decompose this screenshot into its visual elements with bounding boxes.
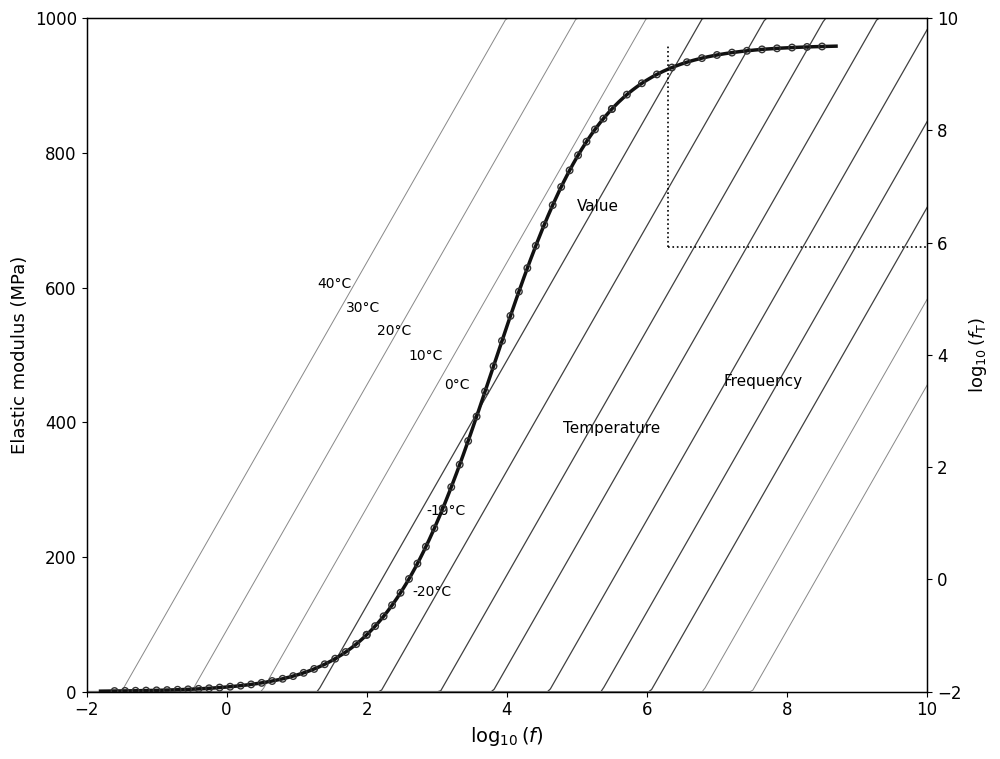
Point xyxy=(604,103,620,115)
Point xyxy=(435,502,451,515)
Point xyxy=(619,89,635,101)
Point xyxy=(570,150,586,162)
Point xyxy=(754,43,770,55)
Point xyxy=(159,684,175,696)
Point xyxy=(739,45,755,57)
Point xyxy=(359,628,375,641)
Point xyxy=(233,679,249,691)
Point xyxy=(452,458,468,471)
Point xyxy=(348,638,364,650)
Point xyxy=(664,61,680,74)
Point xyxy=(709,49,725,61)
Point xyxy=(254,677,270,689)
Point xyxy=(107,685,123,697)
Point xyxy=(460,435,476,447)
Point xyxy=(338,646,354,658)
Point xyxy=(317,658,333,670)
Text: 10°C: 10°C xyxy=(409,349,443,364)
Point xyxy=(384,599,400,611)
Text: 0°C: 0°C xyxy=(444,378,469,392)
Point xyxy=(545,199,561,211)
Point xyxy=(799,41,815,53)
Point xyxy=(649,68,665,80)
Text: 40°C: 40°C xyxy=(318,277,352,291)
Point xyxy=(528,240,544,252)
Point xyxy=(562,164,578,176)
Point xyxy=(536,219,552,231)
Point xyxy=(769,43,785,55)
Point xyxy=(519,262,535,274)
Point xyxy=(814,40,830,52)
Point xyxy=(376,610,392,622)
Y-axis label: Elastic modulus (MPa): Elastic modulus (MPa) xyxy=(11,256,29,454)
Point xyxy=(494,335,510,347)
Point xyxy=(327,653,343,665)
Point xyxy=(784,42,800,54)
Point xyxy=(264,675,280,687)
Point xyxy=(553,181,569,193)
Point xyxy=(694,52,710,65)
Point xyxy=(367,620,383,632)
Point xyxy=(117,685,133,697)
X-axis label: $\log_{10}(f)$: $\log_{10}(f)$ xyxy=(470,725,544,748)
Point xyxy=(296,666,312,679)
Point xyxy=(486,360,502,372)
Point xyxy=(170,684,186,696)
Point xyxy=(243,679,259,691)
Text: Temperature: Temperature xyxy=(563,421,660,436)
Point xyxy=(306,663,322,675)
Text: Frequency: Frequency xyxy=(724,374,803,389)
Point xyxy=(149,685,165,697)
Point xyxy=(443,481,459,493)
Point xyxy=(418,540,434,553)
Point xyxy=(191,683,207,695)
Point xyxy=(679,56,695,68)
Text: 20°C: 20°C xyxy=(377,324,411,339)
Y-axis label: $\log_{10}(f_{\rm T})$: $\log_{10}(f_{\rm T})$ xyxy=(967,317,989,393)
Text: 30°C: 30°C xyxy=(346,301,380,315)
Text: Value: Value xyxy=(577,199,619,214)
Point xyxy=(409,558,425,570)
Point xyxy=(511,285,527,298)
Point xyxy=(502,310,518,322)
Point xyxy=(401,573,417,585)
Point xyxy=(222,681,238,693)
Point xyxy=(285,670,301,682)
Point xyxy=(180,683,196,695)
Point xyxy=(138,685,154,697)
Point xyxy=(579,136,595,148)
Point xyxy=(595,112,611,124)
Point xyxy=(477,386,493,398)
Point xyxy=(359,628,375,641)
Point xyxy=(587,124,603,136)
Point xyxy=(724,46,740,58)
Point xyxy=(128,685,144,697)
Point xyxy=(212,682,228,694)
Point xyxy=(201,682,217,694)
Text: -10°C: -10°C xyxy=(426,504,466,518)
Point xyxy=(275,672,291,685)
Text: -20°C: -20°C xyxy=(412,585,451,599)
Point xyxy=(426,522,442,534)
Point xyxy=(393,587,409,599)
Point xyxy=(469,411,485,423)
Point xyxy=(604,103,620,115)
Point xyxy=(634,77,650,90)
